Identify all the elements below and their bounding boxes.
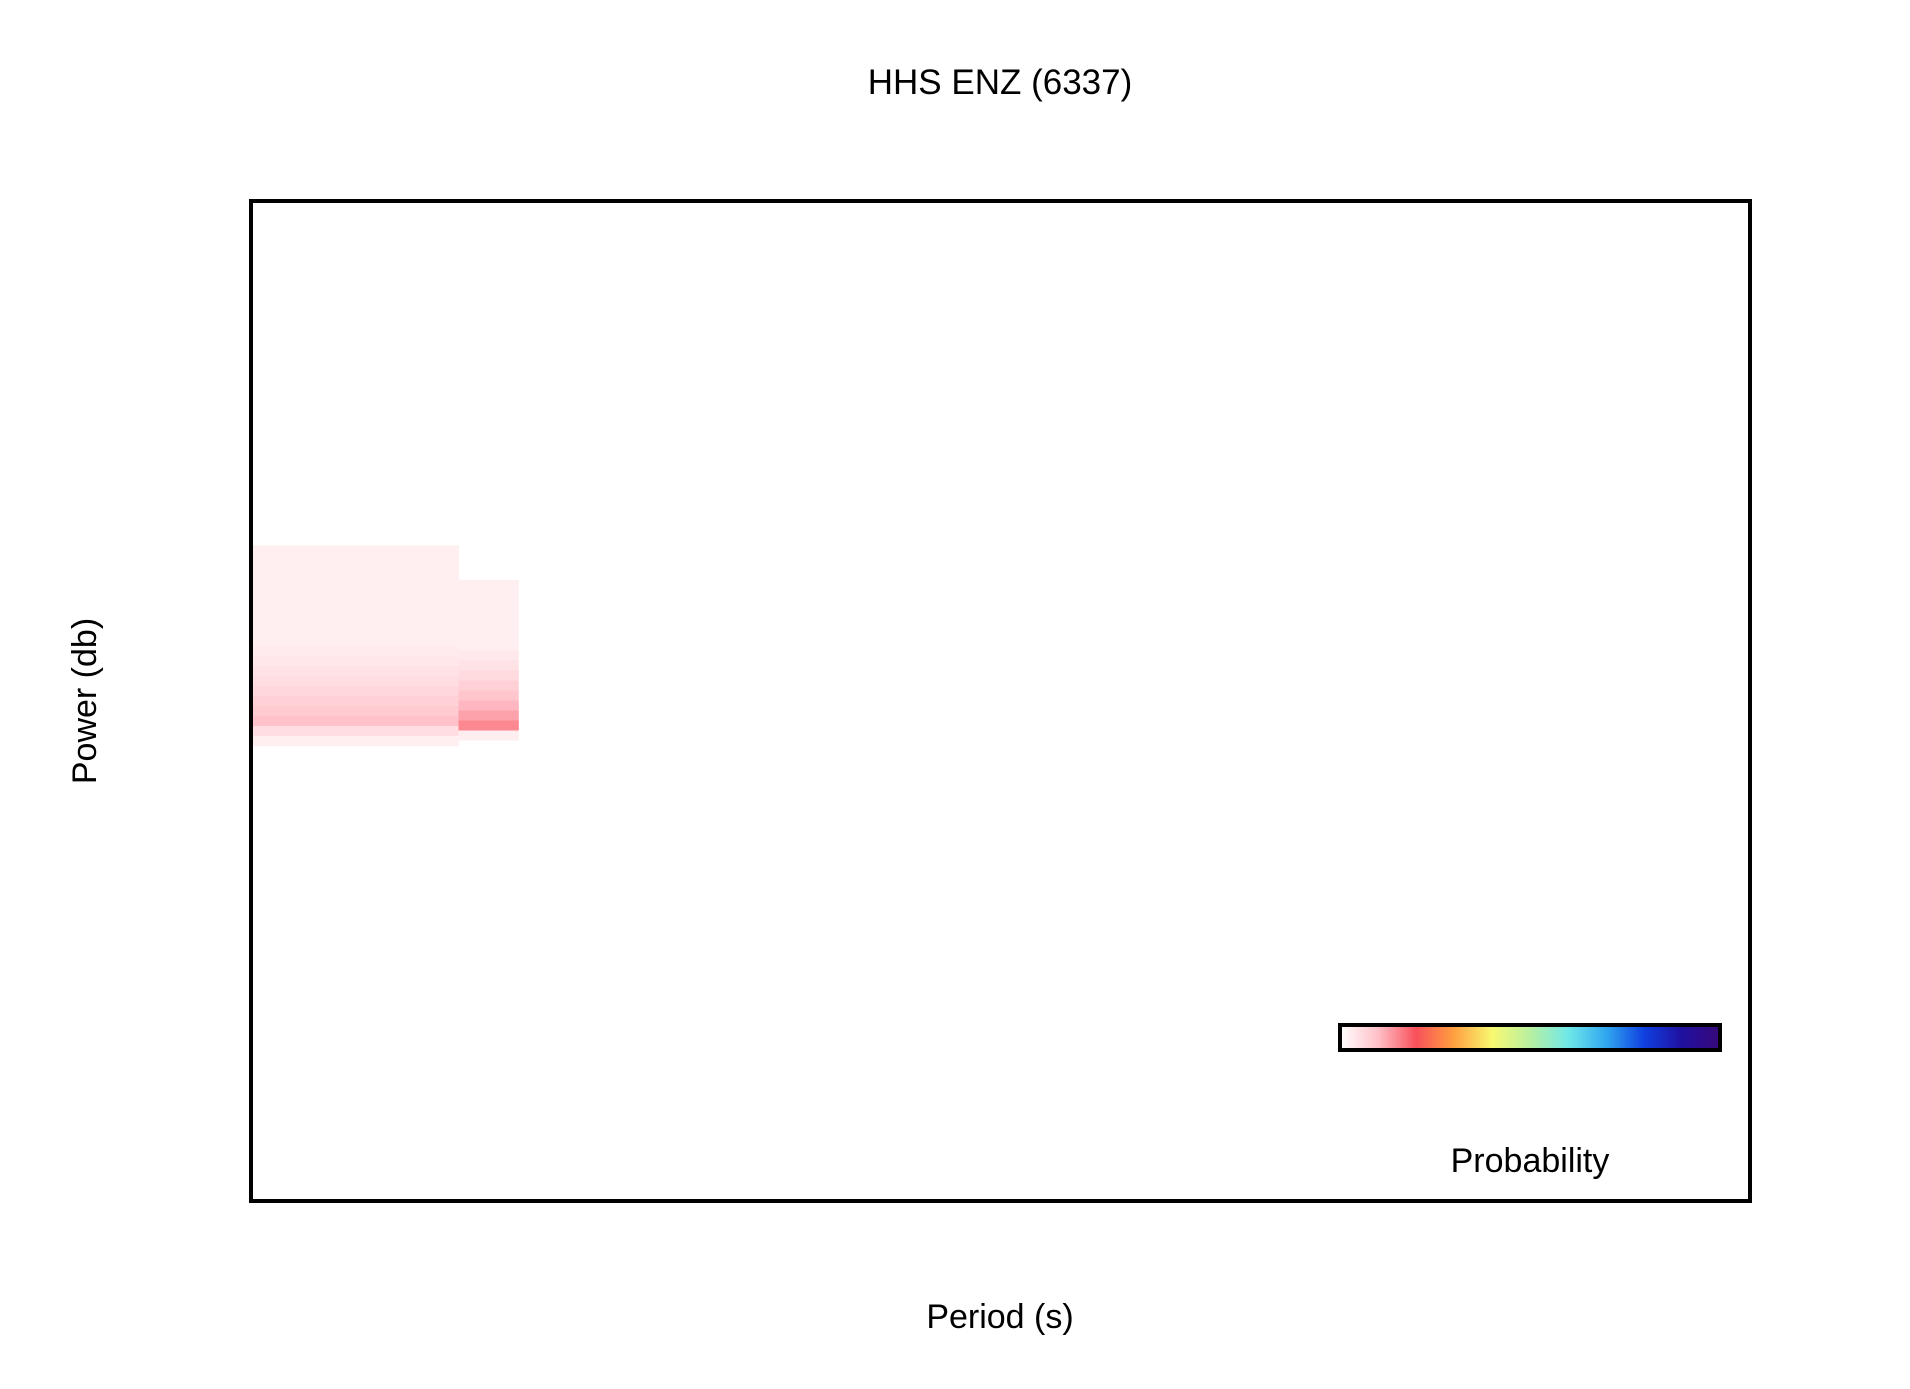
probability-heatmap <box>251 545 519 746</box>
heatmap-cell <box>458 719 519 731</box>
heatmap-cell <box>251 715 460 726</box>
heatmap-cell <box>458 659 519 671</box>
heatmap-cell <box>251 545 460 556</box>
heatmap-cell <box>251 625 460 636</box>
heatmap-cell <box>458 689 519 701</box>
heatmap-cell <box>458 619 519 631</box>
colorbar: Probability <box>1338 1023 1722 1180</box>
heatmap-cell <box>458 699 519 711</box>
heatmap-cell <box>251 615 460 626</box>
heatmap-cell <box>458 669 519 681</box>
heatmap-cell <box>251 695 460 706</box>
heatmap-cell <box>458 679 519 691</box>
heatmap-cell <box>458 649 519 661</box>
heatmap-cell <box>251 675 460 686</box>
heatmap-cell <box>458 709 519 721</box>
chart-title: HHS ENZ (6337) <box>868 63 1133 102</box>
heatmap-cell <box>251 655 460 666</box>
colorbar-bar <box>1338 1023 1722 1052</box>
heatmap-cell <box>251 685 460 696</box>
heatmap-cell <box>251 665 460 676</box>
heatmap-cell <box>458 629 519 641</box>
heatmap-cell <box>251 585 460 596</box>
heatmap-cell <box>251 565 460 576</box>
y-axis-title: Power (db) <box>66 618 104 784</box>
heatmap-cell <box>458 729 519 741</box>
heatmap-cell <box>251 725 460 736</box>
colorbar-label: Probability <box>1451 1142 1610 1180</box>
heatmap-cell <box>458 639 519 651</box>
heatmap-cell <box>251 595 460 606</box>
heatmap-cell <box>458 609 519 621</box>
heatmap-cell <box>251 555 460 566</box>
heatmap-cell <box>251 635 460 646</box>
heatmap-cell <box>251 575 460 586</box>
heatmap-cell <box>458 579 519 591</box>
heatmap-cell <box>251 605 460 616</box>
heatmap-cell <box>458 589 519 601</box>
heatmap-cell <box>251 705 460 716</box>
heatmap-cell <box>251 735 460 746</box>
x-axis-title: Period (s) <box>926 1298 1073 1336</box>
plot-frame <box>249 199 1752 1203</box>
heatmap-cell <box>458 599 519 611</box>
heatmap-cell <box>251 645 460 656</box>
